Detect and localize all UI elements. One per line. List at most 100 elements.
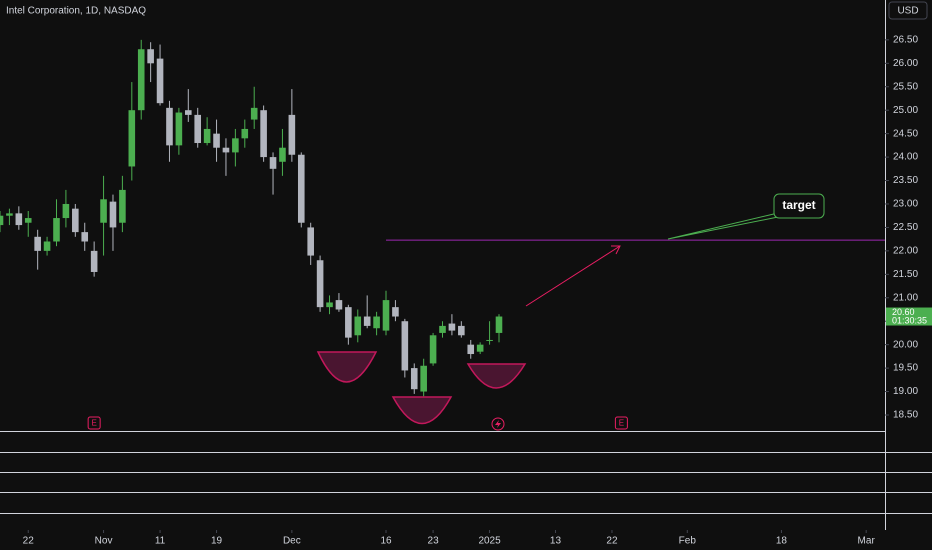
event-label: E: [91, 419, 96, 428]
candle-body: [250, 107, 258, 120]
y-tick-label: 22.00: [893, 246, 918, 257]
countdown: 01:30:35: [892, 315, 927, 325]
candle-body: [53, 218, 60, 242]
currency-label[interactable]: USD: [897, 6, 918, 17]
candle-body: [335, 300, 343, 310]
x-tick-label: 11: [155, 536, 166, 547]
candle-body: [6, 213, 13, 216]
candle-body: [269, 157, 277, 169]
event-marker: [614, 416, 628, 430]
candle-body: [486, 339, 493, 341]
y-tick-label: 20.00: [893, 339, 918, 350]
y-tick-label: 25.50: [893, 81, 918, 92]
x-tick-label: 16: [380, 536, 392, 547]
x-tick-label: 23: [428, 536, 440, 547]
candle-body: [137, 49, 145, 111]
candle-body: [279, 147, 286, 162]
candle-body: [297, 154, 305, 223]
x-tick-label: Nov: [95, 536, 113, 547]
candle-body: [495, 316, 503, 333]
x-tick-label: Dec: [283, 536, 301, 547]
candle-body: [213, 133, 220, 148]
candle-body: [109, 201, 117, 228]
projection-arrow: [525, 245, 621, 307]
y-tick-label: 25.00: [893, 105, 918, 116]
candle-body: [288, 114, 296, 155]
chart-title: Intel Corporation, 1D, NASDAQ: [6, 6, 146, 17]
candle-body: [81, 232, 89, 242]
candle-body: [90, 250, 98, 272]
candle-body: [363, 316, 371, 326]
candle-body: [307, 227, 314, 256]
currency-button[interactable]: [888, 1, 928, 20]
candle-body: [232, 138, 239, 153]
candle-body: [410, 368, 418, 390]
candle-body: [0, 215, 4, 226]
y-tick-label: 21.00: [893, 292, 918, 303]
y-tick-label: 19.00: [893, 386, 918, 397]
candle-body: [392, 307, 399, 317]
candle-body: [458, 325, 465, 336]
candle-body: [166, 107, 173, 146]
candle-body: [185, 110, 192, 115]
y-tick-label: 24.50: [893, 128, 918, 139]
candle-body: [429, 335, 437, 364]
candle-body: [401, 321, 409, 371]
y-tick-label: 23.50: [893, 175, 918, 186]
y-tick-label: 26.50: [893, 34, 918, 45]
x-tick-label: 19: [211, 536, 223, 547]
y-tick-label: 21.50: [893, 269, 918, 280]
candle-body: [156, 58, 164, 104]
candle-body: [354, 316, 362, 336]
x-tick-label: 22: [23, 536, 35, 547]
candle-body: [260, 110, 267, 158]
candle-body: [326, 302, 333, 308]
candle-body: [62, 203, 70, 219]
callout-pointer: [667, 212, 779, 240]
x-tick-label: 2025: [478, 536, 501, 547]
candle-body: [43, 241, 51, 251]
y-tick-label: 24.00: [893, 152, 918, 163]
x-tick-label: 22: [606, 536, 618, 547]
candle-body: [15, 213, 23, 226]
candle-body: [24, 218, 32, 223]
candle-body: [119, 189, 126, 223]
callout-text: target: [782, 198, 815, 212]
candle-body: [128, 110, 136, 167]
arrow-head: [611, 245, 621, 255]
x-tick-label: 13: [550, 536, 562, 547]
candle-body: [222, 147, 230, 153]
price-tag-label: 20.60: [892, 307, 915, 317]
callout-box: [773, 193, 825, 219]
cup-shapes: [316, 351, 527, 425]
candle-body: [373, 316, 380, 329]
x-tick-label: Feb: [679, 536, 697, 547]
y-tick-label: 18.50: [893, 410, 918, 421]
bottom-panels: [0, 0, 932, 530]
candle-body: [241, 128, 249, 139]
dividend-marker: [491, 417, 505, 431]
candle-body: [345, 307, 352, 338]
event-marker: [87, 416, 101, 430]
y-tick-label: 23.00: [893, 199, 918, 210]
candle-body: [439, 325, 446, 333]
y-tick-label: 22.50: [893, 222, 918, 233]
candle-body: [448, 323, 456, 331]
candle-body: [316, 260, 324, 308]
candle-body: [382, 300, 390, 331]
x-tick-label: Mar: [858, 536, 876, 547]
candle-body: [467, 344, 475, 355]
event-label: E: [619, 419, 624, 428]
x-tick-label: 18: [776, 536, 788, 547]
price-tag: [886, 307, 932, 326]
candle-body: [34, 236, 41, 251]
y-tick-label: 19.50: [893, 363, 918, 374]
candle-body: [203, 128, 211, 144]
candle-body: [476, 344, 484, 352]
candle-body: [420, 365, 427, 392]
candle-body: [147, 49, 154, 64]
candle-body: [100, 199, 107, 223]
candle-body: [72, 208, 79, 233]
